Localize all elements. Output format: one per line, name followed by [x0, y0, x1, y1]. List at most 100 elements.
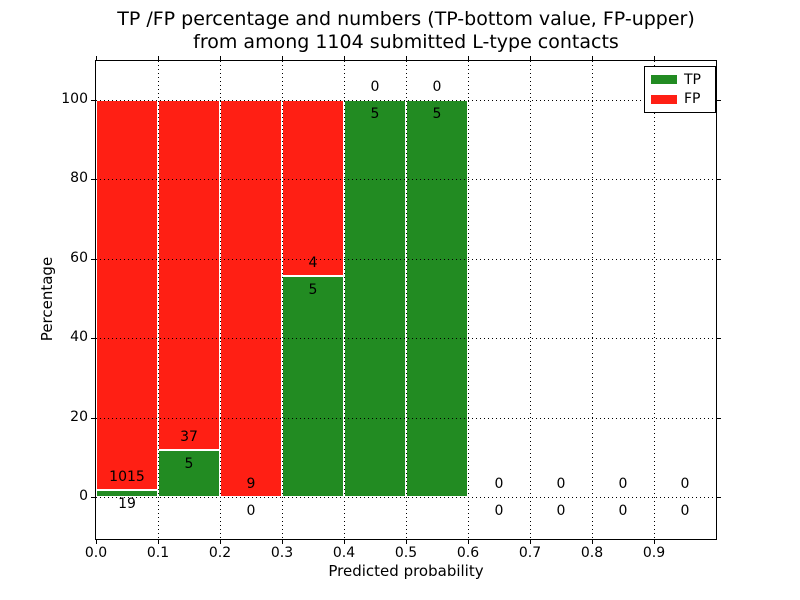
fp-count-label: 0 — [370, 79, 380, 95]
grid-line-vertical — [406, 61, 407, 539]
x-tick-mark — [530, 540, 531, 544]
chart-title-line2: from among 1104 submitted L-type contact… — [193, 31, 619, 53]
fp-count-label: 0 — [432, 79, 442, 95]
legend-item-fp: FP — [651, 91, 709, 107]
bar-segment-fp — [282, 100, 344, 277]
x-tick-label: 0.5 — [394, 545, 418, 561]
grid-line-vertical — [530, 61, 531, 539]
y-tick-mark — [91, 258, 95, 260]
y-tick-mark — [91, 179, 95, 181]
bar-segment-tp — [96, 489, 158, 497]
bar-segment-fp — [96, 100, 158, 490]
grid-line-vertical — [344, 61, 345, 539]
x-axis-label: Predicted probability — [328, 562, 484, 580]
grid-line-horizontal — [96, 417, 716, 419]
tp-count-label: 0 — [680, 503, 690, 519]
x-tick-mark-top — [530, 56, 531, 60]
grid-line-vertical — [282, 61, 283, 539]
grid-line-vertical — [468, 61, 469, 539]
fp-legend-swatch-icon — [651, 94, 677, 104]
tp-count-label: 0 — [556, 503, 566, 519]
legend-item-tp: TP — [651, 72, 709, 88]
fp-count-label: 0 — [680, 476, 690, 492]
x-tick-mark-top — [468, 56, 469, 60]
grid-line-horizontal — [96, 338, 716, 340]
bar-segment-tp — [158, 449, 220, 497]
grid-line-vertical — [654, 61, 655, 539]
fp-count-label: 9 — [246, 476, 256, 492]
tp-count-label: 0 — [494, 503, 504, 519]
y-tick-mark-right — [717, 258, 721, 260]
x-tick-mark-top — [406, 56, 407, 60]
fp-count-label: 4 — [308, 255, 318, 272]
x-tick-mark-top — [344, 56, 345, 60]
tp-count-label: 5 — [184, 455, 194, 472]
legend: TP FP — [644, 66, 716, 113]
x-tick-label: 0.3 — [270, 545, 294, 561]
x-tick-mark-top — [654, 56, 655, 60]
fp-count-label: 37 — [180, 428, 198, 445]
bar-segment-tp — [406, 100, 468, 497]
grid-line-vertical — [592, 61, 593, 539]
fp-legend-label: FP — [684, 91, 701, 108]
tp-count-label: 5 — [370, 106, 380, 122]
y-tick-mark — [91, 417, 95, 419]
x-tick-mark-top — [282, 56, 283, 60]
y-tick-mark — [91, 497, 95, 498]
y-tick-mark-right — [717, 497, 721, 498]
x-tick-label: 0.9 — [642, 545, 666, 561]
chart-title-line1: TP /FP percentage and numbers (TP-bottom… — [117, 8, 695, 30]
y-tick-label: 0 — [79, 488, 88, 504]
x-tick-label: 0.8 — [580, 545, 604, 561]
y-tick-mark — [91, 100, 95, 101]
fp-count-label: 1015 — [109, 468, 145, 485]
fp-count-label: 0 — [494, 476, 504, 492]
grid-line-vertical — [158, 61, 159, 539]
grid-line-horizontal — [96, 179, 716, 181]
y-tick-mark-right — [717, 338, 721, 340]
y-tick-mark-right — [717, 100, 721, 101]
x-tick-mark — [158, 540, 159, 544]
x-tick-mark — [654, 540, 655, 544]
y-tick-label: 60 — [70, 249, 88, 266]
y-tick-label: 40 — [70, 329, 88, 346]
fp-count-label: 0 — [618, 476, 628, 492]
y-tick-label: 80 — [70, 170, 88, 187]
tp-count-label: 5 — [308, 282, 318, 299]
x-tick-mark-top — [158, 56, 159, 60]
x-tick-label: 0.7 — [518, 545, 542, 561]
x-tick-label: 0.1 — [146, 545, 170, 561]
x-tick-mark — [282, 540, 283, 544]
x-tick-mark — [468, 540, 469, 544]
x-tick-mark — [96, 540, 97, 544]
x-tick-label: 0.2 — [208, 545, 232, 561]
fp-count-label: 0 — [556, 476, 566, 492]
bar-segment-fp — [220, 100, 282, 497]
x-tick-label: 0.4 — [332, 545, 356, 561]
chart-title: TP /FP percentage and numbers (TP-bottom… — [96, 8, 716, 54]
tp-count-label: 19 — [118, 495, 136, 512]
x-tick-mark — [592, 540, 593, 544]
tp-legend-swatch-icon — [651, 75, 677, 85]
bar-segment-fp — [158, 100, 220, 450]
y-tick-label: 100 — [61, 91, 88, 107]
x-tick-mark-top — [592, 56, 593, 60]
x-tick-label: 0.0 — [84, 545, 108, 561]
tp-count-label: 5 — [432, 106, 442, 122]
y-tick-mark — [91, 338, 95, 340]
bar-segment-tp — [282, 276, 344, 497]
x-tick-mark — [220, 540, 221, 544]
x-tick-mark — [406, 540, 407, 544]
x-tick-mark-top — [220, 56, 221, 60]
x-tick-label: 0.6 — [456, 545, 480, 561]
grid-line-horizontal — [96, 258, 716, 260]
x-tick-mark — [344, 540, 345, 544]
tp-legend-label: TP — [684, 71, 701, 88]
y-tick-label: 20 — [70, 408, 88, 425]
grid-line-horizontal — [96, 497, 716, 498]
tp-count-label: 0 — [618, 503, 628, 519]
plot-area: 1015 19 37 5 9 0 4 5 0 5 0 5 0 0 0 0 0 0 0 0 — [91, 56, 721, 544]
bar-segment-tp — [344, 100, 406, 497]
x-tick-mark-top — [96, 56, 97, 60]
